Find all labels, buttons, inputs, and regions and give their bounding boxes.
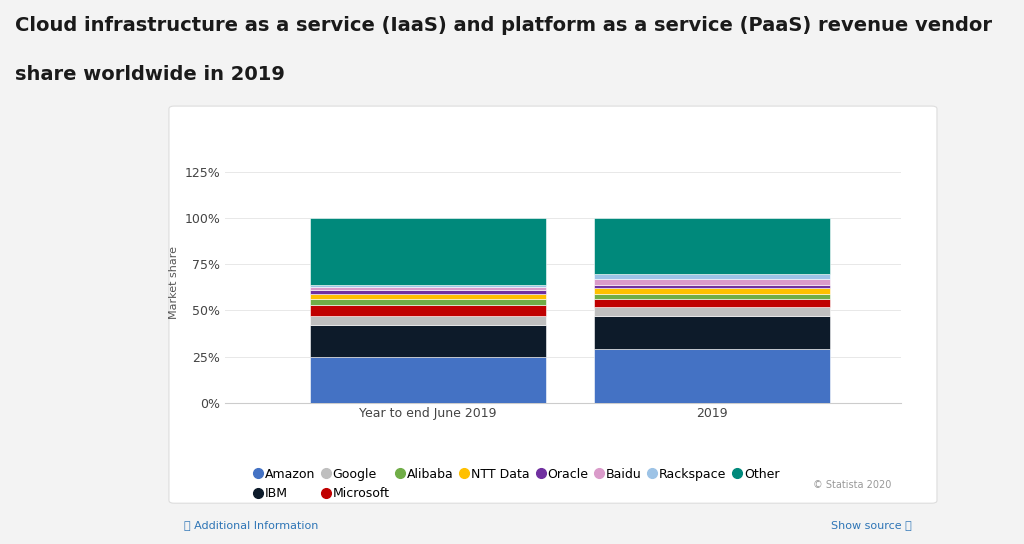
- Text: share worldwide in 2019: share worldwide in 2019: [15, 65, 286, 84]
- Bar: [594, 316, 830, 349]
- Bar: [594, 349, 830, 403]
- Text: ⓘ Additional Information: ⓘ Additional Information: [184, 521, 318, 530]
- Text: © Statista 2020: © Statista 2020: [812, 480, 891, 490]
- Bar: [310, 316, 547, 325]
- Bar: [594, 219, 830, 274]
- Bar: [310, 219, 547, 285]
- Bar: [310, 325, 547, 356]
- Bar: [310, 305, 547, 316]
- Bar: [310, 356, 547, 403]
- Bar: [310, 299, 547, 305]
- Bar: [594, 294, 830, 299]
- Bar: [310, 287, 547, 290]
- Bar: [594, 274, 830, 279]
- Bar: [594, 307, 830, 316]
- Text: Cloud infrastructure as a service (IaaS) and platform as a service (PaaS) revenu: Cloud infrastructure as a service (IaaS)…: [15, 16, 992, 35]
- Bar: [594, 299, 830, 307]
- Bar: [594, 285, 830, 288]
- Bar: [594, 288, 830, 294]
- Bar: [310, 290, 547, 294]
- Bar: [594, 279, 830, 285]
- Legend: Amazon, IBM, Google, Microsoft, Alibaba, NTT Data, Oracle, Baidu, Rackspace, Oth: Amazon, IBM, Google, Microsoft, Alibaba,…: [252, 465, 782, 503]
- Text: Show source ⓘ: Show source ⓘ: [830, 521, 911, 530]
- Y-axis label: Market share: Market share: [169, 246, 179, 319]
- Bar: [310, 285, 547, 287]
- Bar: [310, 294, 547, 299]
